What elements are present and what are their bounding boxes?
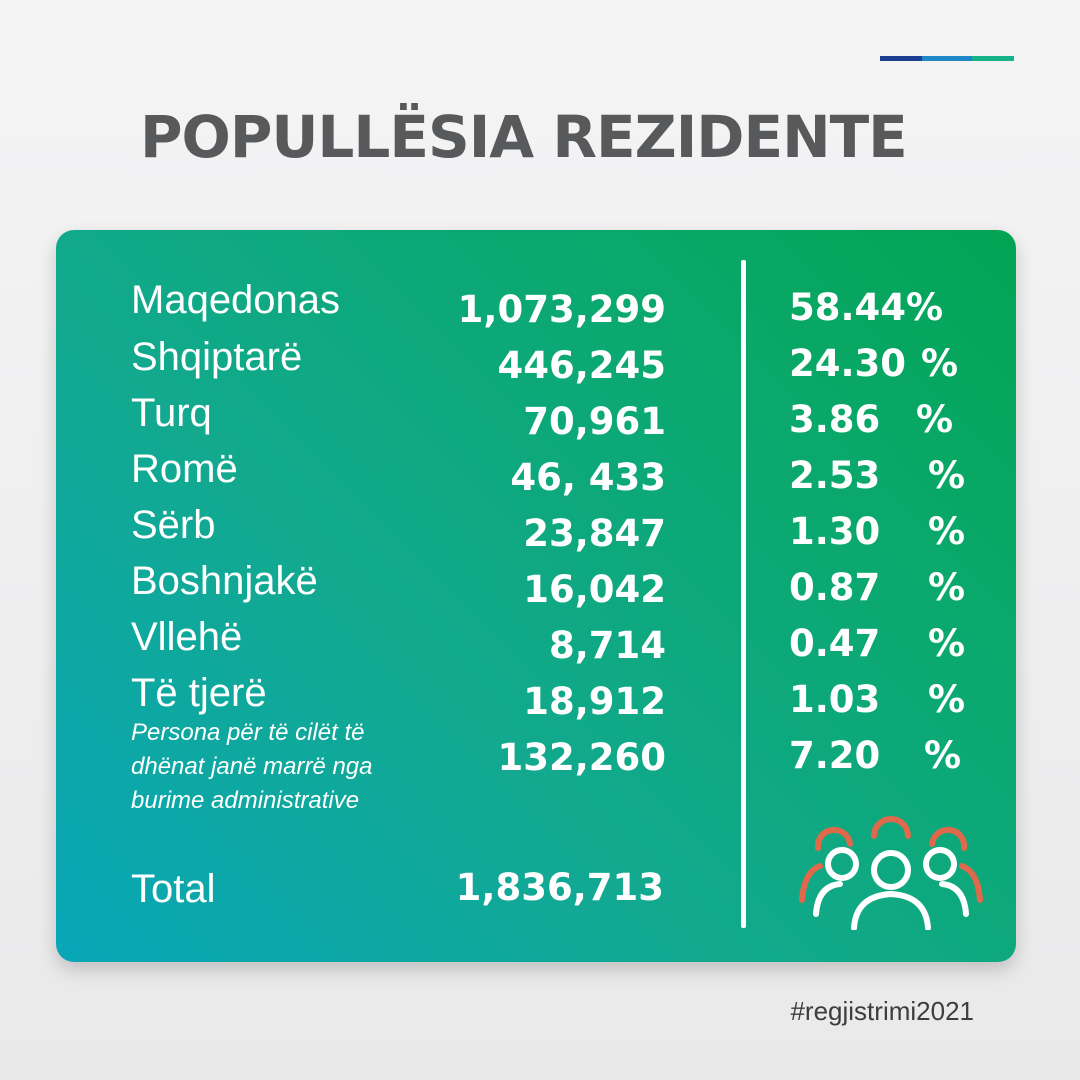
count-maqedonas: 1,073,299 xyxy=(457,288,666,331)
label-turq: Turq xyxy=(131,391,212,435)
pct-sign-boshnjake: % xyxy=(928,566,966,609)
page-title: POPULLËSIA REZIDENTE xyxy=(140,103,908,171)
count-turq: 70,961 xyxy=(523,400,666,443)
accent-segment-green xyxy=(972,56,1014,61)
label-rome: Romë xyxy=(131,447,238,491)
accent-segment-navy xyxy=(880,56,922,61)
pct-sign-serb: % xyxy=(928,510,966,553)
count-serb: 23,847 xyxy=(523,512,666,555)
count-boshnjake: 16,042 xyxy=(523,568,666,611)
count-administrative: 132,260 xyxy=(497,736,666,779)
label-shqiptare: Shqiptarë xyxy=(131,335,303,379)
pct-sign-rome: % xyxy=(928,454,966,497)
pct-shqiptare: 24.30 xyxy=(789,342,907,385)
label-te-tjere: Të tjerë xyxy=(131,671,267,715)
people-group-icon xyxy=(799,816,983,930)
label-boshnjake: Boshnjakë xyxy=(131,559,318,603)
label-maqedonas: Maqedonas xyxy=(131,278,341,322)
pct-maqedonas: 58.44% xyxy=(789,286,944,329)
pct-sign-vllehe: % xyxy=(928,622,966,665)
pct-sign-turq: % xyxy=(916,398,954,441)
count-vllehe: 8,714 xyxy=(548,624,666,667)
accent-segment-blue xyxy=(922,56,972,61)
pct-sign-administrative: % xyxy=(924,734,962,777)
label-serb: Sërb xyxy=(131,503,216,547)
count-shqiptare: 446,245 xyxy=(497,344,666,387)
accent-bar xyxy=(880,56,1014,61)
label-administrative: Persona për të cilët të dhënat janë marr… xyxy=(131,719,373,814)
pct-serb: 1.30 xyxy=(789,510,881,553)
count-total: 1,836,713 xyxy=(455,866,664,909)
pct-rome: 2.53 xyxy=(789,454,881,497)
pct-turq: 3.86 xyxy=(789,398,881,441)
count-te-tjere: 18,912 xyxy=(523,680,666,723)
pct-te-tjere: 1.03 xyxy=(789,678,881,721)
pct-boshnjake: 0.87 xyxy=(789,566,881,609)
count-rome: 46, 433 xyxy=(510,456,666,499)
label-total: Total xyxy=(131,867,216,911)
hashtag: #regjistrimi2021 xyxy=(790,996,974,1026)
pct-vllehe: 0.47 xyxy=(789,622,881,665)
pct-sign-shqiptare: % xyxy=(921,342,959,385)
pct-administrative: 7.20 xyxy=(789,734,881,777)
pct-sign-te-tjere: % xyxy=(928,678,966,721)
column-divider xyxy=(741,260,746,928)
population-card: Maqedonas Shqiptarë Turq Romë Sërb Boshn… xyxy=(56,230,1016,962)
label-vllehe: Vllehë xyxy=(131,615,243,659)
